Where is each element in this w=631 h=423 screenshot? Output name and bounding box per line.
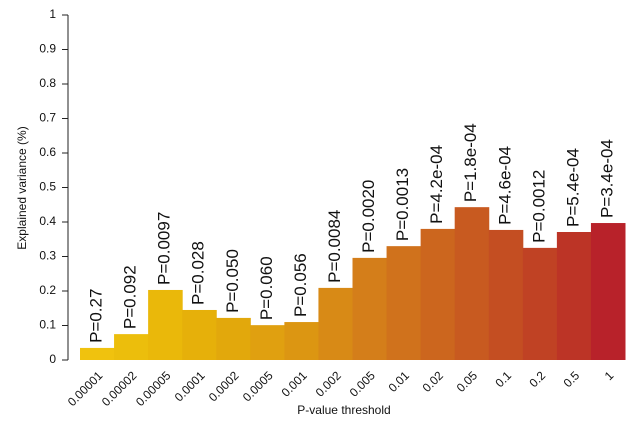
bar [318,287,353,360]
p-value-label: P=0.0020 [359,180,378,253]
x-tick-label: 0.01 [386,368,413,395]
x-tick-label: 0.001 [279,368,310,399]
p-value-label: P=0.092 [121,265,140,329]
y-axis-title: Explained variance (%) [15,126,29,249]
x-tick-label: 0.00002 [99,368,140,409]
bar [556,232,592,360]
x-tick-label: 1 [602,368,617,383]
x-tick-label: 0.0005 [240,368,276,404]
bar [148,289,183,360]
y-tick-label: 0.1 [39,318,56,332]
y-tick-label: 0.3 [39,249,56,263]
p-value-label: P=0.0013 [393,168,412,241]
y-tick-label: 0.8 [39,76,56,90]
y-tick-label: 0.7 [39,111,56,125]
bar [386,246,422,360]
x-axis-title: P-value threshold [297,403,390,417]
x-tick-label: 0.0001 [172,368,208,404]
y-tick-label: 1 [49,7,56,21]
p-value-label: P=5.4e-04 [563,148,582,227]
bar [182,309,217,360]
p-value-label: P=0.0097 [155,212,174,285]
p-value-label: P=0.028 [189,241,208,305]
p-value-label: P=0.056 [291,253,310,317]
bar [522,247,558,360]
p-value-label: P=0.060 [257,256,276,320]
bar [454,207,490,360]
x-tick-label: 0.0002 [206,368,242,404]
bar [420,228,456,360]
bar [284,322,319,360]
bar [80,347,115,360]
y-tick-label: 0.9 [39,42,56,56]
bar [114,334,149,360]
x-tick-label: 0.1 [492,368,514,390]
p-value-label: P=0.0084 [325,210,344,283]
bar [488,229,524,360]
x-tick-label: 0.05 [454,368,481,395]
x-tick-label: 0.005 [347,368,378,399]
x-tick-label: 0.5 [561,368,583,390]
y-tick-label: 0 [49,352,56,366]
y-tick-label: 0.4 [39,214,56,228]
p-value-label: P=1.8e-04 [461,123,480,202]
p-value-label: P=3.4e-04 [597,139,616,218]
y-tick-label: 0.5 [39,180,56,194]
y-tick-label: 0.2 [39,283,56,297]
p-value-label: P=0.27 [87,289,106,343]
p-value-label: P=0.050 [223,249,242,313]
x-tick-label: 0.002 [313,368,344,399]
y-tick-label: 0.6 [39,145,56,159]
p-value-label: P=0.0012 [529,170,548,243]
bar [250,325,285,360]
p-value-label: P=4.2e-04 [427,145,446,224]
bar [590,223,626,360]
bar [352,257,388,360]
p-value-label: P=4.6e-04 [495,146,514,225]
x-tick-label: 0.00005 [133,368,174,409]
x-tick-label: 0.2 [527,368,549,390]
x-tick-label: 0.00001 [65,368,106,409]
x-tick-label: 0.02 [420,368,447,395]
bar [216,317,251,360]
